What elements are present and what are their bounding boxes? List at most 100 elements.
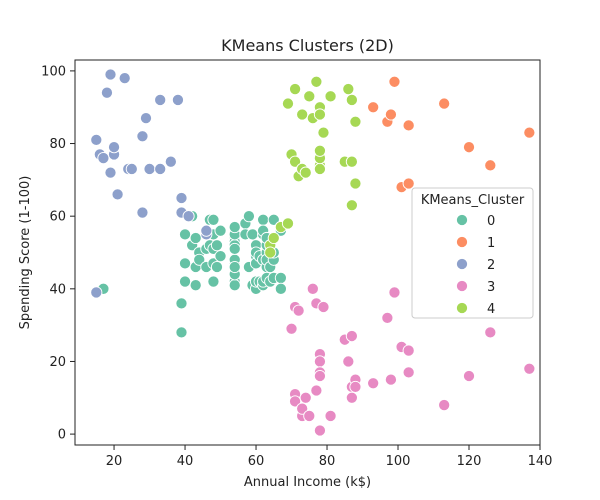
data-point-cluster-3 — [388, 286, 401, 299]
data-point-cluster-2 — [125, 162, 138, 176]
data-point-cluster-0 — [242, 210, 255, 223]
x-axis-label: Annual Income (k$) — [244, 475, 371, 490]
data-point-cluster-3 — [324, 409, 337, 422]
data-point-cluster-0 — [210, 239, 224, 252]
data-point-cluster-3 — [289, 395, 302, 408]
axes-frame — [74, 59, 541, 446]
data-point-cluster-2 — [118, 72, 131, 85]
data-point-cluster-0 — [214, 224, 227, 237]
data-point-cluster-4 — [349, 177, 362, 190]
data-point-cluster-4 — [289, 155, 302, 168]
data-point-cluster-4 — [264, 246, 277, 259]
data-point-cluster-4 — [342, 83, 355, 96]
data-point-cluster-4 — [313, 108, 326, 121]
data-point-cluster-3 — [484, 326, 497, 339]
legend-label-4: 4 — [487, 302, 495, 317]
x-tick-label: 60 — [248, 454, 265, 469]
data-point-cluster-3 — [317, 300, 330, 314]
data-point-cluster-0 — [207, 213, 220, 226]
x-tick-label: 80 — [319, 454, 336, 469]
data-point-cluster-2 — [136, 206, 149, 219]
data-point-cluster-0 — [257, 213, 270, 226]
data-point-cluster-2 — [182, 210, 195, 223]
data-point-cluster-4 — [296, 108, 309, 121]
data-point-cluster-1 — [388, 75, 401, 88]
data-point-cluster-0 — [267, 213, 280, 226]
legend-frame — [411, 187, 534, 319]
legend-label-3: 3 — [487, 280, 495, 295]
data-point-cluster-1 — [462, 141, 476, 154]
data-point-cluster-3 — [367, 377, 380, 390]
data-point-cluster-2 — [154, 93, 167, 107]
data-point-cluster-4 — [345, 93, 358, 107]
y-tick-label: 0 — [58, 428, 66, 443]
data-point-cluster-2 — [107, 141, 121, 154]
legend: KMeans_Cluster 0 1 2 3 4 — [411, 187, 534, 319]
data-point-cluster-2 — [154, 162, 167, 176]
data-point-cluster-3 — [303, 409, 316, 422]
x-tick-label: 40 — [177, 454, 194, 469]
legend-marker-4 — [455, 301, 469, 315]
data-point-cluster-4 — [324, 90, 337, 103]
data-point-cluster-4 — [303, 90, 316, 103]
data-point-cluster-2 — [97, 152, 110, 165]
data-point-cluster-0 — [214, 250, 227, 263]
data-point-cluster-0 — [228, 221, 241, 234]
data-point-cluster-4 — [281, 97, 295, 110]
data-point-cluster-3 — [285, 322, 298, 335]
data-point-cluster-3 — [381, 311, 394, 324]
data-point-cluster-4 — [349, 115, 362, 128]
data-point-cluster-0 — [189, 231, 202, 245]
data-point-cluster-4 — [345, 155, 358, 168]
data-point-cluster-4 — [267, 231, 280, 245]
data-point-cluster-2 — [104, 166, 117, 179]
data-point-cluster-3 — [313, 355, 326, 368]
data-point-cluster-3 — [462, 369, 476, 383]
data-point-cluster-0 — [274, 271, 287, 284]
legend-title: KMeans_Cluster — [421, 193, 525, 208]
data-point-cluster-4 — [299, 166, 312, 179]
data-point-cluster-1 — [438, 97, 451, 110]
legend-label-1: 1 — [487, 236, 495, 251]
data-point-cluster-3 — [345, 329, 358, 343]
legend-label-2: 2 — [487, 258, 495, 273]
y-tick-label: 40 — [49, 282, 66, 297]
data-point-cluster-3 — [384, 373, 397, 386]
data-point-cluster-0 — [193, 253, 206, 266]
data-point-cluster-3 — [292, 304, 305, 317]
data-point-cluster-2 — [90, 133, 103, 146]
data-point-cluster-3 — [342, 355, 355, 368]
x-tick-label: 100 — [386, 454, 411, 469]
data-point-cluster-2 — [90, 286, 103, 299]
y-tick-label: 60 — [49, 210, 66, 225]
data-point-cluster-2 — [200, 224, 213, 237]
data-point-cluster-0 — [178, 257, 192, 270]
data-point-cluster-0 — [189, 279, 202, 292]
data-point-cluster-1 — [523, 126, 536, 139]
data-point-cluster-4 — [289, 83, 302, 96]
legend-marker-1 — [455, 235, 469, 249]
data-point-cluster-3 — [313, 369, 326, 383]
data-point-cluster-0 — [228, 260, 241, 274]
legend-label-0: 0 — [487, 214, 495, 229]
data-point-cluster-4 — [317, 126, 330, 139]
data-point-cluster-3 — [299, 391, 312, 404]
data-point-cluster-0 — [246, 228, 259, 241]
data-point-cluster-1 — [367, 101, 380, 114]
data-point-cluster-2 — [100, 86, 113, 99]
data-point-cluster-3 — [402, 366, 415, 379]
data-point-cluster-4 — [310, 75, 323, 88]
data-point-cluster-3 — [345, 391, 358, 404]
legend-marker-3 — [455, 279, 469, 293]
data-point-cluster-0 — [178, 228, 192, 241]
data-point-cluster-2 — [171, 93, 184, 107]
data-point-cluster-1 — [384, 108, 397, 121]
data-point-cluster-1 — [402, 177, 415, 190]
data-point-cluster-0 — [228, 242, 241, 255]
y-tick-label: 80 — [49, 137, 66, 152]
data-point-cluster-1 — [402, 119, 415, 132]
data-point-cluster-3 — [306, 282, 319, 295]
data-point-cluster-4 — [313, 162, 326, 176]
